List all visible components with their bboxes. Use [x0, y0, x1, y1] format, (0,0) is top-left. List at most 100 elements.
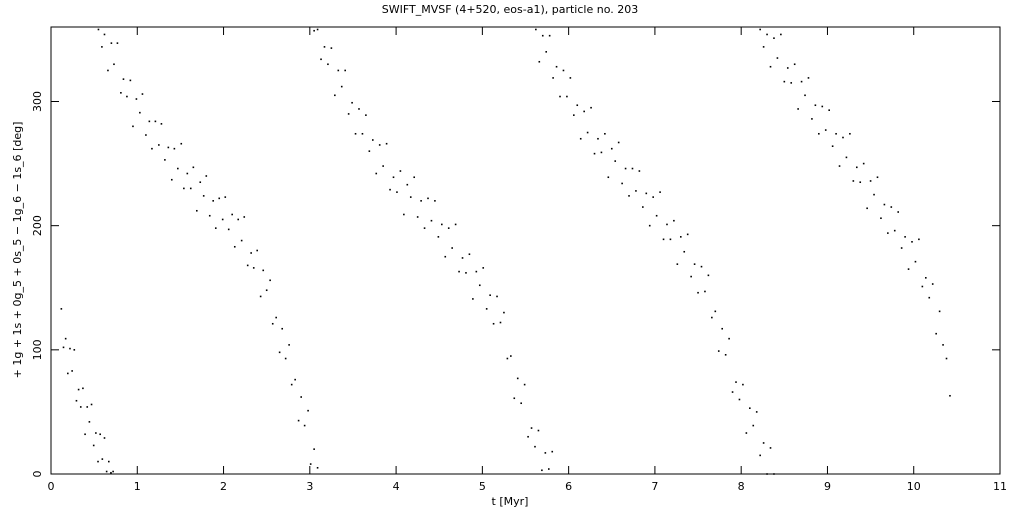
point: [669, 238, 672, 241]
point: [738, 398, 741, 401]
point: [69, 347, 71, 350]
point: [614, 160, 617, 162]
point: [862, 162, 865, 165]
point: [246, 264, 249, 267]
point: [489, 294, 491, 296]
point: [907, 268, 910, 270]
point: [711, 316, 713, 319]
point: [164, 159, 166, 161]
point: [859, 181, 862, 184]
point: [107, 69, 109, 72]
point: [586, 131, 589, 134]
point: [361, 132, 364, 135]
point: [177, 167, 179, 170]
point: [294, 378, 296, 381]
point: [492, 322, 495, 325]
point: [818, 132, 820, 135]
point: [752, 424, 755, 427]
point: [95, 432, 97, 434]
x-tick-label: 9: [824, 480, 831, 493]
point: [265, 289, 268, 292]
point: [351, 101, 353, 104]
point: [371, 139, 374, 141]
point: [461, 257, 464, 259]
point: [71, 370, 73, 372]
point: [313, 29, 315, 32]
point: [759, 28, 761, 31]
point: [797, 108, 799, 110]
x-tick-label: 2: [220, 480, 227, 493]
point: [773, 473, 775, 475]
point: [451, 247, 453, 249]
point: [766, 33, 768, 36]
point: [60, 308, 63, 310]
point: [506, 357, 509, 360]
point: [541, 469, 543, 472]
point: [666, 223, 668, 226]
point: [92, 444, 95, 447]
point: [447, 227, 450, 229]
point: [548, 34, 551, 37]
point: [925, 277, 927, 279]
x-tick-label: 3: [306, 480, 313, 493]
point: [714, 310, 717, 313]
point: [129, 79, 132, 82]
point: [330, 47, 333, 49]
point: [139, 111, 141, 114]
point: [590, 106, 592, 109]
point: [928, 296, 931, 299]
point: [510, 355, 512, 357]
point: [593, 152, 596, 155]
point: [673, 219, 675, 222]
point: [686, 233, 689, 236]
point: [576, 104, 579, 107]
point: [382, 165, 384, 167]
point: [600, 151, 603, 154]
point: [552, 77, 554, 79]
point: [773, 37, 775, 39]
point: [631, 167, 634, 170]
point: [252, 267, 255, 269]
point: [873, 193, 875, 196]
point: [624, 167, 627, 170]
point: [482, 267, 485, 269]
point: [84, 433, 86, 436]
point: [420, 200, 422, 202]
point: [690, 275, 692, 278]
point: [103, 437, 106, 439]
point: [97, 28, 100, 31]
point: [503, 311, 505, 314]
point: [769, 65, 772, 68]
point: [704, 290, 706, 293]
x-tick-label: 7: [651, 480, 658, 493]
point: [523, 383, 526, 386]
point: [392, 176, 395, 179]
point: [721, 327, 724, 330]
point: [537, 429, 540, 432]
point: [221, 218, 224, 221]
point: [693, 263, 696, 265]
point: [218, 197, 221, 200]
point: [99, 433, 101, 436]
point: [604, 132, 606, 135]
point: [103, 33, 106, 36]
point: [869, 180, 872, 182]
point: [437, 236, 440, 238]
point: [569, 77, 572, 79]
point: [547, 468, 550, 470]
point: [562, 69, 565, 72]
point: [167, 146, 170, 149]
point: [838, 165, 841, 167]
point: [683, 250, 686, 253]
point: [783, 80, 786, 83]
point: [358, 108, 360, 110]
x-tick-label: 4: [393, 480, 400, 493]
point: [158, 144, 160, 146]
point: [307, 409, 309, 412]
point: [113, 63, 115, 66]
point: [434, 200, 436, 202]
point: [697, 291, 699, 294]
point: [866, 207, 868, 210]
point: [655, 214, 658, 217]
point: [786, 67, 789, 69]
